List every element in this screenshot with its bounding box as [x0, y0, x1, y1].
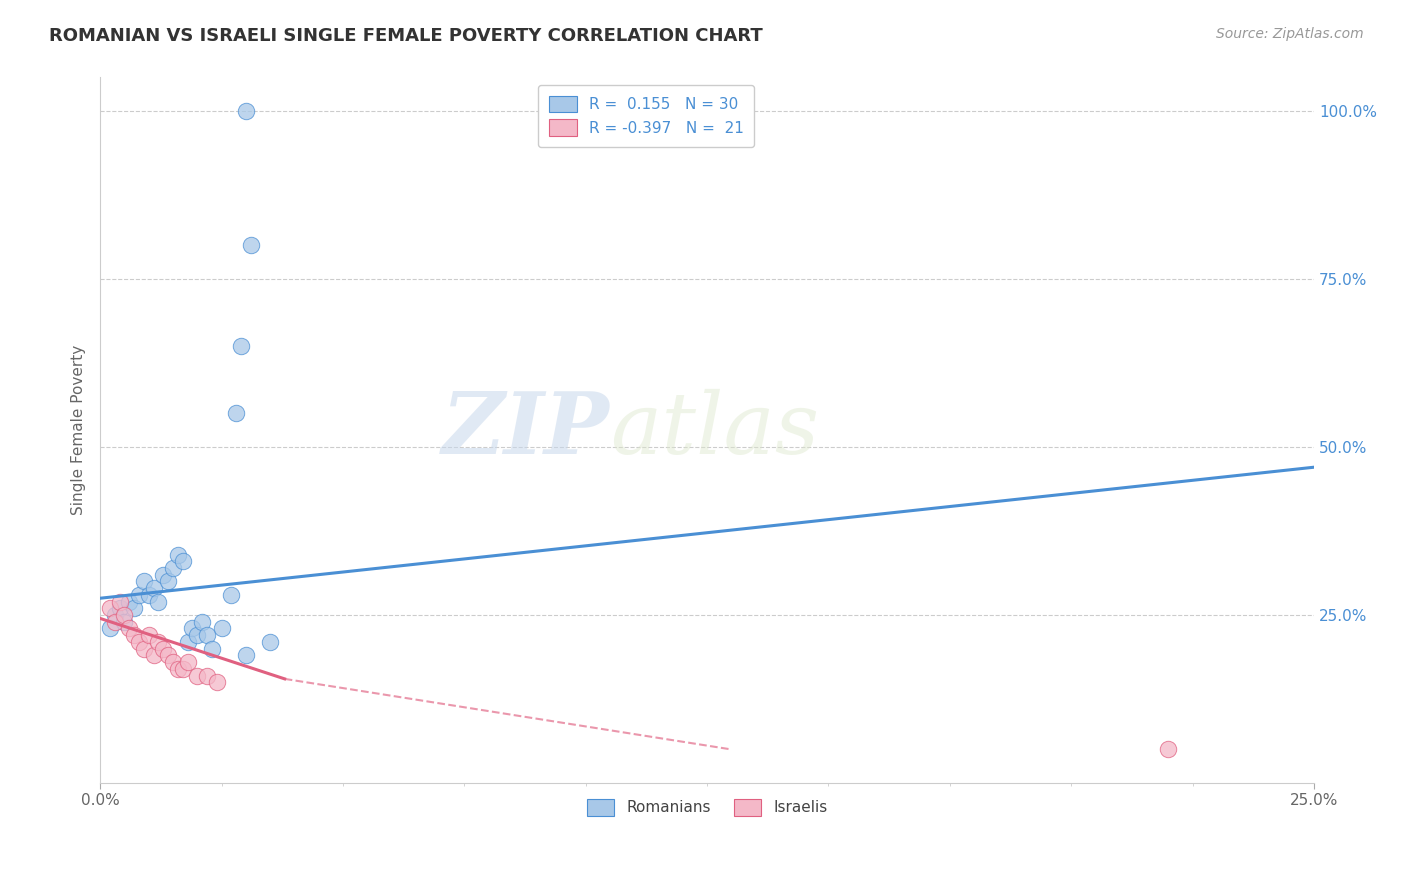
Point — [219, 588, 242, 602]
Point — [157, 648, 180, 663]
Point — [152, 641, 174, 656]
Y-axis label: Single Female Poverty: Single Female Poverty — [72, 345, 86, 516]
Legend: Romanians, Israelis: Romanians, Israelis — [578, 789, 837, 825]
Point — [229, 339, 252, 353]
Point — [162, 561, 184, 575]
Point — [122, 628, 145, 642]
Point — [195, 668, 218, 682]
Point — [142, 648, 165, 663]
Point — [98, 601, 121, 615]
Point — [98, 622, 121, 636]
Point — [112, 615, 135, 629]
Point — [235, 648, 257, 663]
Text: Source: ZipAtlas.com: Source: ZipAtlas.com — [1216, 27, 1364, 41]
Point — [201, 641, 224, 656]
Point — [128, 588, 150, 602]
Point — [152, 567, 174, 582]
Point — [148, 635, 170, 649]
Text: ZIP: ZIP — [441, 389, 610, 472]
Point — [157, 574, 180, 589]
Point — [108, 594, 131, 608]
Point — [172, 662, 194, 676]
Point — [166, 548, 188, 562]
Point — [104, 608, 127, 623]
Point — [162, 655, 184, 669]
Point — [195, 628, 218, 642]
Point — [211, 622, 233, 636]
Point — [118, 594, 141, 608]
Point — [132, 641, 155, 656]
Point — [138, 628, 160, 642]
Point — [166, 662, 188, 676]
Point — [239, 238, 262, 252]
Point — [138, 588, 160, 602]
Point — [104, 615, 127, 629]
Point — [128, 635, 150, 649]
Point — [235, 103, 257, 118]
Text: ROMANIAN VS ISRAELI SINGLE FEMALE POVERTY CORRELATION CHART: ROMANIAN VS ISRAELI SINGLE FEMALE POVERT… — [49, 27, 763, 45]
Point — [186, 668, 208, 682]
Point — [205, 675, 228, 690]
Point — [132, 574, 155, 589]
Point — [122, 601, 145, 615]
Point — [1157, 742, 1180, 756]
Point — [142, 581, 165, 595]
Point — [176, 635, 198, 649]
Point — [118, 622, 141, 636]
Point — [112, 608, 135, 623]
Point — [148, 594, 170, 608]
Point — [186, 628, 208, 642]
Point — [176, 655, 198, 669]
Point — [191, 615, 214, 629]
Point — [172, 554, 194, 568]
Text: atlas: atlas — [610, 389, 820, 472]
Point — [181, 622, 204, 636]
Point — [108, 601, 131, 615]
Point — [225, 406, 247, 420]
Point — [259, 635, 281, 649]
